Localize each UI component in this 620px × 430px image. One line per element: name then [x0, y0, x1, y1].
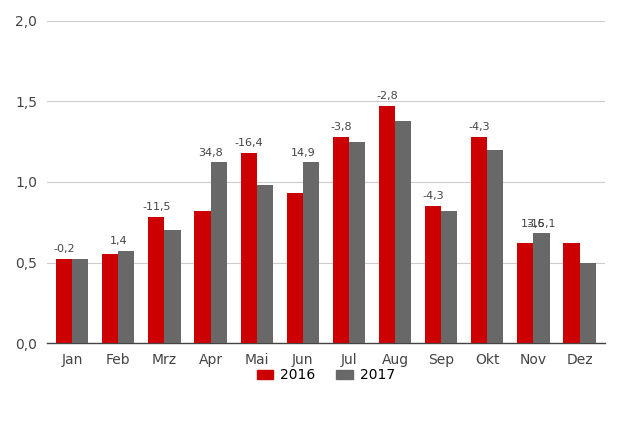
- Bar: [564, 243, 580, 343]
- Text: -11,5: -11,5: [142, 203, 171, 212]
- Bar: [487, 150, 503, 343]
- Text: 14,9: 14,9: [290, 147, 315, 158]
- Bar: [441, 211, 458, 343]
- Text: -2,8: -2,8: [376, 91, 398, 101]
- Bar: [517, 243, 533, 343]
- Text: -15,1: -15,1: [527, 218, 556, 229]
- Text: 13,6: 13,6: [521, 218, 546, 229]
- Bar: [241, 153, 257, 343]
- Bar: [102, 255, 118, 343]
- Bar: [72, 259, 88, 343]
- Bar: [471, 137, 487, 343]
- Bar: [257, 185, 273, 343]
- Bar: [194, 211, 211, 343]
- Bar: [379, 106, 395, 343]
- Text: -16,4: -16,4: [234, 138, 263, 148]
- Legend: 2016, 2017: 2016, 2017: [251, 363, 401, 388]
- Bar: [303, 163, 319, 343]
- Text: -3,8: -3,8: [330, 122, 352, 132]
- Bar: [349, 141, 365, 343]
- Text: 1,4: 1,4: [109, 237, 127, 246]
- Text: 34,8: 34,8: [198, 147, 223, 158]
- Bar: [580, 262, 596, 343]
- Bar: [56, 259, 72, 343]
- Bar: [211, 163, 227, 343]
- Bar: [425, 206, 441, 343]
- Text: -4,3: -4,3: [422, 191, 444, 201]
- Bar: [333, 137, 349, 343]
- Bar: [118, 251, 135, 343]
- Text: -0,2: -0,2: [53, 244, 75, 255]
- Bar: [286, 193, 303, 343]
- Bar: [164, 230, 180, 343]
- Text: -4,3: -4,3: [469, 122, 490, 132]
- Bar: [148, 217, 164, 343]
- Bar: [533, 233, 550, 343]
- Bar: [395, 120, 411, 343]
